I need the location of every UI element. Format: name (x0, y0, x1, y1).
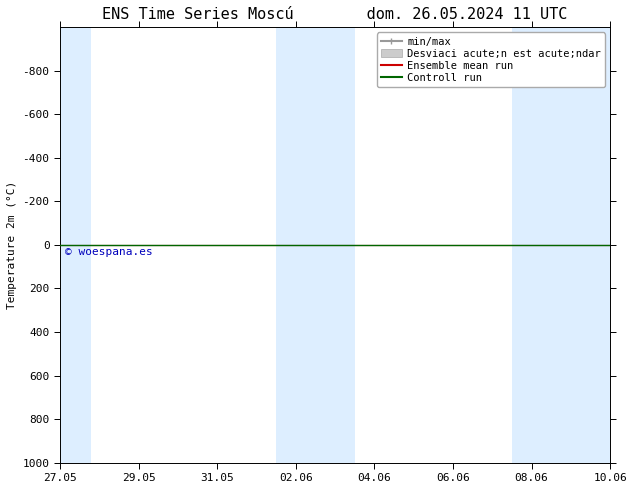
Y-axis label: Temperature 2m (°C): Temperature 2m (°C) (7, 181, 17, 309)
Bar (276, 27, 354, 463)
Title: ENS Time Series Moscú        dom. 26.05.2024 11 UTC: ENS Time Series Moscú dom. 26.05.2024 11… (102, 7, 567, 22)
Bar (512, 27, 610, 463)
Text: © woespana.es: © woespana.es (65, 247, 153, 257)
Legend: min/max, Desviaci acute;n est acute;ndar, Ensemble mean run, Controll run: min/max, Desviaci acute;n est acute;ndar… (377, 32, 605, 87)
Bar (60, 27, 91, 463)
